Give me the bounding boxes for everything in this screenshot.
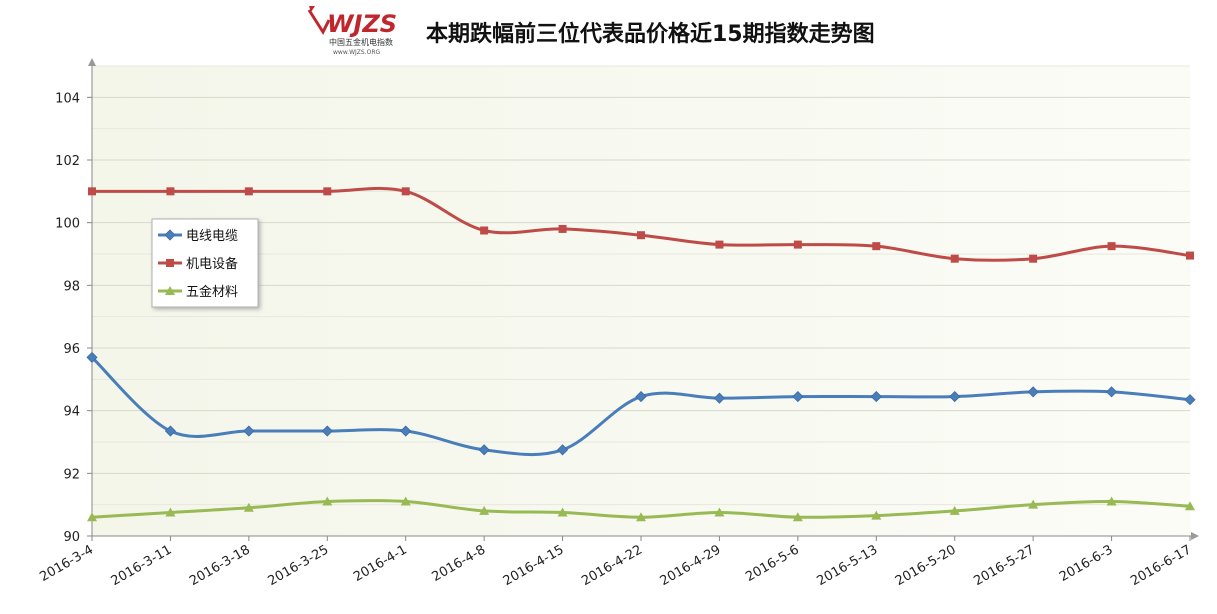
grid xyxy=(92,65,1190,506)
series-1 xyxy=(86,351,1196,457)
data-point xyxy=(558,224,567,233)
wjzs-logo: WJZS 中国五金机电指数 www.WJZS.ORG xyxy=(307,6,397,56)
data-point xyxy=(557,507,568,517)
data-point xyxy=(478,444,490,456)
data-point xyxy=(323,187,332,196)
series xyxy=(86,186,1196,522)
data-point xyxy=(713,392,725,404)
data-point xyxy=(400,496,411,506)
data-point xyxy=(715,240,724,249)
data-point xyxy=(714,507,725,517)
x-tick-label: 2016-5-6 xyxy=(743,542,802,584)
series-line xyxy=(90,356,1191,457)
data-point xyxy=(479,505,490,515)
data-point xyxy=(1106,386,1118,398)
y-tick-label: 100 xyxy=(55,217,80,232)
logo-subtitle: 中国五金机电指数 xyxy=(329,37,393,47)
data-point xyxy=(792,512,803,522)
data-point xyxy=(872,242,881,251)
legend-label: 五金材料 xyxy=(186,284,238,300)
y-tick-label: 92 xyxy=(63,467,80,482)
x-tick-label: 2016-5-13 xyxy=(815,542,881,589)
y-tick-label: 98 xyxy=(63,279,80,294)
x-tick-label: 2016-5-20 xyxy=(893,542,959,589)
y-axis-arrow xyxy=(88,58,96,66)
x-tick-label: 2016-3-18 xyxy=(187,542,253,589)
data-point xyxy=(322,496,333,506)
y-tick-label: 94 xyxy=(63,405,80,420)
data-point xyxy=(635,391,647,403)
legend-marker xyxy=(165,286,175,295)
data-point xyxy=(792,391,804,403)
data-point xyxy=(949,505,960,515)
data-point xyxy=(321,425,333,437)
legend-label: 机电设备 xyxy=(186,256,238,272)
data-point xyxy=(1106,496,1117,506)
logo-text: WJZS xyxy=(327,10,397,38)
data-point xyxy=(400,425,412,437)
data-point xyxy=(1186,251,1194,260)
data-point xyxy=(164,425,176,437)
data-point xyxy=(480,226,489,235)
y-tick-label: 104 xyxy=(55,91,80,106)
data-point xyxy=(1184,394,1196,406)
data-point xyxy=(244,187,253,196)
data-point xyxy=(243,425,255,437)
x-tick-label: 2016-6-17 xyxy=(1128,542,1194,589)
y-tick-label: 96 xyxy=(63,342,80,357)
chart-title: 本期跌幅前三位代表品价格近15期指数走势图 xyxy=(426,22,875,47)
data-point xyxy=(871,510,882,520)
x-tick-label: 2016-4-1 xyxy=(351,542,410,584)
x-tick-label: 2016-3-11 xyxy=(109,542,175,589)
data-point xyxy=(87,512,97,522)
x-tick-label: 2016-4-22 xyxy=(579,542,645,589)
data-point xyxy=(1029,254,1038,263)
data-point xyxy=(870,391,882,403)
x-tick-label: 2016-6-3 xyxy=(1057,542,1116,584)
y-tick-label: 90 xyxy=(63,530,80,545)
data-point xyxy=(165,507,176,517)
x-tick-label: 2016-4-29 xyxy=(658,542,724,589)
data-point xyxy=(637,231,645,240)
legend-label: 电线电缆 xyxy=(186,228,238,244)
data-point xyxy=(793,240,802,249)
data-point xyxy=(88,187,96,196)
data-point xyxy=(1185,501,1195,511)
plot-area xyxy=(92,66,1190,536)
legend-marker xyxy=(164,229,176,241)
series-3 xyxy=(87,496,1195,522)
series-2 xyxy=(88,186,1194,263)
logo-url: www.WJZS.ORG xyxy=(333,49,380,56)
data-point xyxy=(86,351,98,363)
data-point xyxy=(243,502,254,512)
data-point xyxy=(557,444,569,456)
data-point xyxy=(950,254,959,263)
x-tick-label: 2016-3-25 xyxy=(266,542,332,589)
data-point xyxy=(1028,499,1039,509)
x-tick-label: 2016-5-27 xyxy=(971,542,1037,589)
x-axis-arrow xyxy=(1191,532,1199,540)
data-point xyxy=(166,187,175,196)
data-point xyxy=(636,512,646,522)
data-point xyxy=(1027,386,1039,398)
data-point xyxy=(949,391,961,403)
x-tick-label: 2016-3-4 xyxy=(37,542,96,584)
x-tick-label: 2016-4-15 xyxy=(501,542,567,589)
x-tick-label: 2016-4-8 xyxy=(430,542,489,584)
data-point xyxy=(401,187,410,196)
y-tick-label: 102 xyxy=(55,154,80,169)
data-point xyxy=(1107,242,1116,251)
legend-marker xyxy=(166,259,174,267)
